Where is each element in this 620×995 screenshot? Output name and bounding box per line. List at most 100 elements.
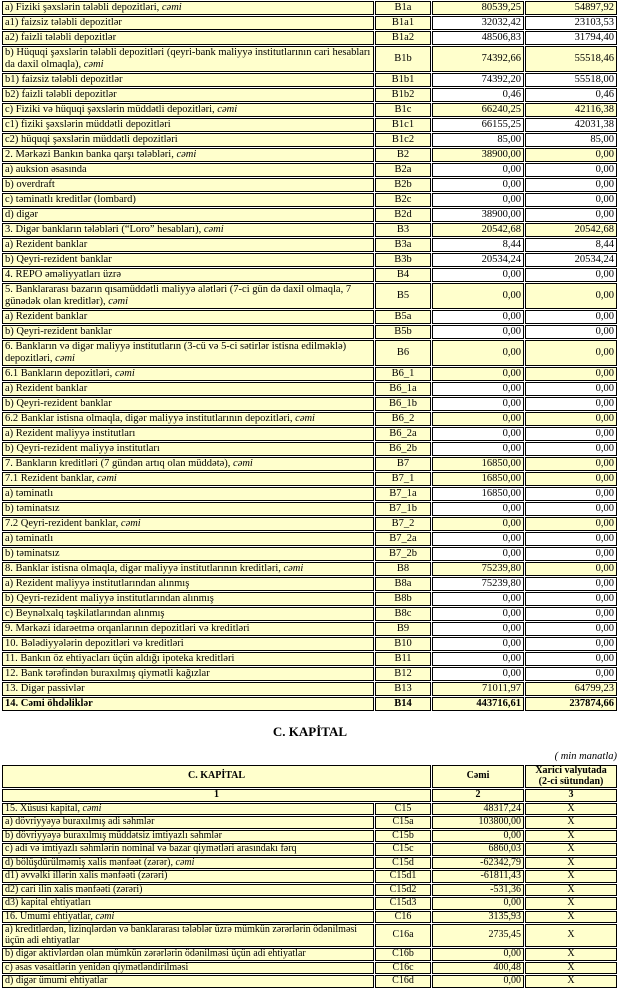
row-value2-cell-text: 0,00: [595, 194, 614, 205]
row-value2-cell: 0,00: [525, 442, 617, 456]
row-value-cell-text: 0,00: [503, 948, 522, 959]
row-value1-cell-text: 80539,25: [481, 2, 521, 13]
row-label-cell-text: 8. Banklar istisna olmaqla, digər maliyy…: [5, 563, 284, 574]
row-value2-cell: 0,00: [525, 268, 617, 282]
row-code-cell-text: B12: [394, 668, 412, 679]
row-value-cell: 3135,93: [432, 910, 525, 923]
row-label-cell: c1) fiziki şəxslərin müddətli depozitlər…: [2, 118, 374, 132]
row-value1-cell-text: 0,00: [502, 194, 521, 205]
italic-suffix: cəmi: [203, 224, 224, 235]
row-label-cell-text: a) Rezident maliyyə institutları: [5, 428, 136, 439]
row-value1-cell: 20534,24: [432, 253, 524, 267]
row-code-cell: B6_2: [375, 412, 431, 426]
index-cell-1: 1: [2, 789, 432, 802]
liability-row-B8b: b) Qeyri-rezident maliyyə institutlarınd…: [2, 592, 617, 606]
row-value2-cell-text: 0,00: [595, 383, 614, 394]
row-fx-cell: X: [525, 856, 618, 869]
row-value1-cell: 0,00: [432, 193, 524, 207]
row-value2-cell: 0,00: [525, 607, 617, 621]
row-value1-cell-text: 0,00: [502, 290, 521, 301]
row-label-cell-text: d) digər: [5, 209, 38, 220]
row-code-cell: B1a1: [375, 16, 431, 30]
liability-row-B7_2: 7.2 Qeyri-rezident banklar, cəmi B7_2 0,00…: [2, 517, 617, 531]
capital-row-C15b: b) dövriyyəyə buraxılmış müddətsiz imtiy…: [2, 829, 618, 842]
row-label-cell: 3. Digər bankların tələbləri (“Loro” hes…: [2, 223, 374, 237]
row-value1-cell: 74392,20: [432, 73, 524, 87]
row-value2-cell-text: 0,00: [595, 488, 614, 499]
row-value1-cell: 38900,00: [432, 208, 524, 222]
row-label-cell-text: a) kreditlərdən, lizinqlərdən və banklar…: [5, 924, 358, 946]
row-value2-cell-text: 0,00: [595, 533, 614, 544]
row-code-cell: B2b: [375, 178, 431, 192]
row-code-cell-text: C15d2: [389, 883, 417, 895]
row-code-cell: B3: [375, 223, 431, 237]
row-value1-cell: 0,00: [432, 367, 524, 381]
row-label-cell: c) adi və imtiyazlı səhmlərin nominal və…: [2, 843, 374, 856]
row-value1-cell: 0,46: [432, 88, 524, 102]
row-code-cell: C15b: [375, 829, 432, 842]
row-code-cell-text: B1c: [394, 104, 412, 115]
capital-row-C15: 15. Xüsusi kapital, cəmi C15 48317,24 X: [2, 802, 618, 815]
row-value2-cell: 0,00: [525, 532, 617, 546]
row-label-cell-text: d) bölüşdürülməmiş xalis mənfəət (zərər)…: [5, 856, 176, 868]
row-value2-cell: 85,00: [525, 133, 617, 147]
row-value-cell: -61811,43: [432, 870, 525, 883]
italic-suffix: cəmi: [83, 59, 104, 70]
row-label-cell: a) Rezident maliyyə institutlarından alı…: [2, 577, 374, 591]
row-value2-cell-text: 85,00: [590, 134, 614, 145]
row-label-cell: c) Beynəlxalq təşkilatlarından alınmış: [2, 607, 374, 621]
row-code-cell: B13: [375, 682, 431, 696]
row-code-cell-text: B6: [396, 347, 410, 358]
liability-row-B7: 7. Bankların kreditləri (7 gündən artıq …: [2, 457, 617, 471]
row-label-cell-text: 13. Digər passivlər: [5, 683, 85, 694]
row-label-cell-text: d1) əvvəlki illərin xalis mənfəəti (zərə…: [5, 870, 168, 881]
row-value2-cell: 8,44: [525, 238, 617, 252]
row-fx-cell-text: X: [567, 870, 575, 881]
capital-header-total-cell: Cəmi: [432, 765, 525, 788]
row-label-cell-text: c) təminatlı kreditlər (lombard): [5, 194, 136, 205]
row-value1-cell-text: 0,00: [502, 668, 521, 679]
row-label-cell-text: d) digər ümumi ehtiyatlar: [5, 975, 108, 986]
row-label-cell-text: 6. Bankların və digər maliyyə institutla…: [5, 341, 347, 364]
row-fx-cell: X: [525, 948, 618, 961]
liability-row-B6: 6. Bankların və digər maliyyə institutla…: [2, 340, 617, 366]
row-code-cell-text: B8c: [394, 608, 412, 619]
row-code-cell: B2c: [375, 193, 431, 207]
row-value1-cell-text: 0,00: [502, 518, 521, 529]
row-code-cell-text: B7_1a: [389, 488, 417, 499]
row-code-cell-text: B2d: [394, 209, 412, 220]
liability-row-B5b: b) Qeyri-rezident banklar B5b 0,00 0,00: [2, 325, 617, 339]
row-value2-cell-text: 0,00: [595, 593, 614, 604]
row-value1-cell: 8,44: [432, 238, 524, 252]
row-fx-cell: X: [525, 883, 618, 896]
capital-section-title: C. KAPİTAL: [272, 724, 348, 739]
row-value1-cell: 85,00: [432, 133, 524, 147]
liability-row-B5a: a) Rezident banklar B5a 0,00 0,00: [2, 310, 617, 324]
row-value2-cell-text: 0,00: [595, 368, 614, 379]
row-value2-cell: 0,00: [525, 652, 617, 666]
row-code-cell-text: C15a: [392, 816, 414, 827]
row-code-cell: B2a: [375, 163, 431, 177]
row-code-cell: B8: [375, 562, 431, 576]
capital-row-C15d2: d2) cari ilin xalis mənfəəti (zərəri) C15…: [2, 883, 618, 896]
row-label-cell-text: d3) kapital ehtiyatları: [5, 897, 92, 908]
row-value-cell: 400,48: [432, 961, 525, 974]
row-code-cell: B1a: [375, 1, 431, 15]
row-label-cell: d3) kapital ehtiyatları: [2, 897, 374, 910]
capital-row-C16c: c) əsas vəsaitlərin yenidən qiymətləndir…: [2, 961, 618, 974]
capital-row-C15d1: d1) əvvəlki illərin xalis mənfəəti (zərə…: [2, 870, 618, 883]
row-label-cell-text: 11. Bankın öz ehtiyacları üçün aldığı ip…: [5, 653, 235, 664]
row-label-cell-text: 6.2 Banklar istisna olmaqla, digər maliy…: [5, 413, 296, 424]
capital-row-C16a: a) kreditlərdən, lizinqlərdən və banklar…: [2, 924, 618, 947]
row-code-cell: C15d: [375, 856, 432, 869]
row-label-cell: d1) əvvəlki illərin xalis mənfəəti (zərə…: [2, 870, 374, 883]
row-value2-cell: 0,00: [525, 367, 617, 381]
row-code-cell: C16: [375, 910, 432, 923]
row-label-cell: b) digər aktivlərdən olan mümkün zərərlə…: [2, 948, 374, 961]
liability-row-B4: 4. REPO əməliyyatları üzrə B4 0,00 0,00: [2, 268, 617, 282]
row-value1-cell-text: 16850,00: [481, 488, 521, 499]
row-value2-cell-text: 8,44: [595, 239, 614, 250]
row-code-cell-text: B7: [396, 458, 410, 469]
row-value2-cell: 0,00: [525, 472, 617, 486]
row-label-cell: a) Rezident banklar: [2, 382, 374, 396]
